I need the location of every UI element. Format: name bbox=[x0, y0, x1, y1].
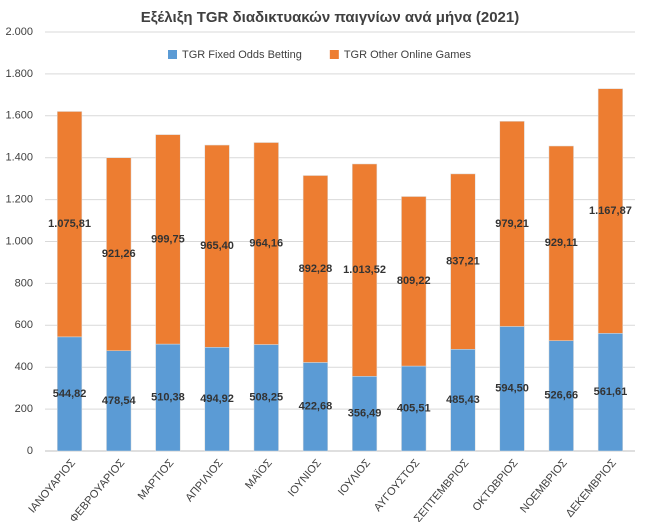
bar-segment bbox=[253, 142, 279, 345]
data-label: 837,21 bbox=[446, 256, 480, 268]
data-label: 510,38 bbox=[151, 391, 185, 403]
bar-segment bbox=[548, 145, 574, 341]
bar-segment bbox=[450, 173, 476, 350]
bar-segment bbox=[499, 121, 525, 327]
data-label: 485,43 bbox=[446, 394, 480, 406]
bar-segment bbox=[302, 362, 328, 452]
data-label: 544,82 bbox=[53, 388, 87, 400]
data-label: 594,50 bbox=[495, 383, 529, 395]
y-tick-label: 0 bbox=[27, 445, 33, 457]
bar-segment bbox=[450, 349, 476, 452]
data-label: 965,40 bbox=[200, 240, 234, 252]
y-tick-label: 400 bbox=[15, 361, 33, 373]
data-label: 1.167,87 bbox=[589, 205, 632, 217]
bar-segment bbox=[548, 340, 574, 452]
data-label: 979,21 bbox=[495, 218, 529, 230]
bar-segment bbox=[401, 365, 427, 452]
data-label: 494,92 bbox=[200, 393, 234, 405]
bar-segment bbox=[352, 163, 378, 377]
y-tick-label: 1.200 bbox=[5, 194, 33, 206]
bar-segment bbox=[57, 111, 83, 338]
y-tick-label: 1.600 bbox=[5, 110, 33, 122]
bar-segment bbox=[106, 157, 132, 351]
data-label: 929,11 bbox=[545, 237, 578, 249]
data-label: 561,61 bbox=[594, 386, 628, 398]
y-tick-label: 800 bbox=[15, 277, 33, 289]
y-tick-label: 1.400 bbox=[5, 152, 33, 164]
y-tick-label: 1.800 bbox=[5, 68, 33, 80]
data-label: 809,22 bbox=[397, 275, 431, 287]
chart-title: Εξέλιξη TGR διαδικτυακών παιγνίων ανά μή… bbox=[141, 9, 519, 26]
y-tick-label: 200 bbox=[15, 403, 33, 415]
data-label: 422,68 bbox=[299, 401, 333, 413]
legend-swatch bbox=[168, 50, 177, 59]
bar-segment bbox=[401, 196, 427, 367]
data-label: 999,75 bbox=[151, 233, 185, 245]
bar-segment bbox=[597, 88, 623, 334]
data-label: 921,26 bbox=[102, 248, 136, 260]
legend-label: TGR Fixed Odds Betting bbox=[182, 49, 302, 61]
data-label: 478,54 bbox=[102, 395, 137, 407]
bar-segment bbox=[155, 134, 181, 345]
data-label: 405,51 bbox=[397, 402, 431, 414]
y-tick-label: 2.000 bbox=[5, 26, 33, 38]
data-label: 1.075,81 bbox=[48, 218, 91, 230]
legend-swatch bbox=[329, 50, 339, 59]
data-label: 892,28 bbox=[299, 263, 333, 275]
y-tick-label: 1.000 bbox=[5, 235, 33, 247]
bar-segment bbox=[302, 175, 328, 363]
y-tick-label: 600 bbox=[15, 319, 33, 331]
bar-segment bbox=[352, 376, 378, 452]
data-label: 1.013,52 bbox=[343, 264, 386, 276]
data-label: 526,66 bbox=[544, 390, 578, 402]
data-label: 356,49 bbox=[348, 408, 382, 420]
bar-segment bbox=[57, 336, 83, 452]
data-label: 508,25 bbox=[249, 392, 283, 404]
bar-segment bbox=[204, 347, 230, 452]
bar-segment bbox=[499, 326, 525, 452]
bar-segment bbox=[155, 343, 181, 452]
legend-label: TGR Other Online Games bbox=[344, 49, 472, 61]
bar-segment bbox=[204, 144, 230, 348]
data-label: 964,16 bbox=[249, 237, 283, 249]
bar-segment bbox=[253, 344, 279, 452]
